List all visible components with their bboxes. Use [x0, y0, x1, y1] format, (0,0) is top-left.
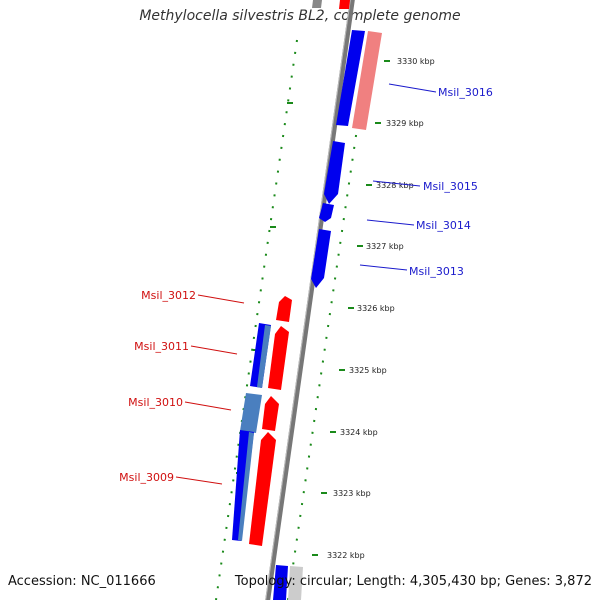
genome-backbone [265, 0, 355, 600]
scale-label: 3327 kbp [366, 242, 404, 251]
scale-label: 3325 kbp [349, 366, 387, 375]
scale-label: 3326 kbp [357, 304, 395, 313]
scale-label: 3324 kbp [340, 428, 378, 437]
gene-label-msil-3016[interactable]: Msil_3016 [438, 86, 493, 99]
gene-msil-3011-pseudo [257, 325, 271, 388]
gene-bottom-grey [288, 566, 303, 600]
gene-msil-3011[interactable] [268, 326, 289, 390]
leader-lines-left [175, 294, 245, 485]
gene-msil-3010-red[interactable] [262, 396, 279, 431]
scale-label: 3329 kbp [386, 119, 424, 128]
gene-msil-3015[interactable] [324, 141, 345, 204]
gene-label-msil-3009[interactable]: Msil_3009 [119, 471, 174, 484]
gene-msil-3012[interactable] [276, 296, 292, 322]
scale-label: 3328 kbp [376, 181, 414, 190]
gene-top-grey [312, 0, 322, 8]
gene-msil-3013[interactable] [311, 229, 331, 288]
gene-msil-3009-red[interactable] [249, 432, 276, 546]
gene-top-red [339, 0, 350, 9]
gene-bottom-blue [273, 565, 288, 600]
gene-msil-3016[interactable] [336, 30, 365, 126]
gene-label-msil-3011[interactable]: Msil_3011 [134, 340, 189, 353]
gene-label-msil-3015[interactable]: Msil_3015 [423, 180, 478, 193]
gene-msil-3014[interactable] [319, 203, 334, 222]
genome-backbone-highlight [265, 0, 351, 600]
topology-label: Topology: circular; Length: 4,305,430 bp… [234, 574, 592, 589]
genome-title: Methylocella silvestris BL2, complete ge… [139, 8, 461, 24]
gene-label-msil-3010[interactable]: Msil_3010 [128, 396, 183, 409]
leader-lines-right [359, 83, 437, 271]
gene-label-msil-3012[interactable]: Msil_3012 [141, 289, 196, 302]
scale-label: 3330 kbp [397, 57, 435, 66]
gene-msil-3016-pseudo[interactable] [352, 31, 382, 130]
accession-label: Accession: NC_011666 [8, 574, 156, 589]
gene-label-msil-3013[interactable]: Msil_3013 [409, 265, 464, 278]
gene-msil-3010-pseudo[interactable] [240, 393, 262, 433]
scale-label: 3322 kbp [327, 551, 365, 560]
gene-label-msil-3014[interactable]: Msil_3014 [416, 219, 471, 232]
scale-label: 3323 kbp [333, 489, 371, 498]
gene-msil-3009-pseudo [238, 432, 254, 541]
